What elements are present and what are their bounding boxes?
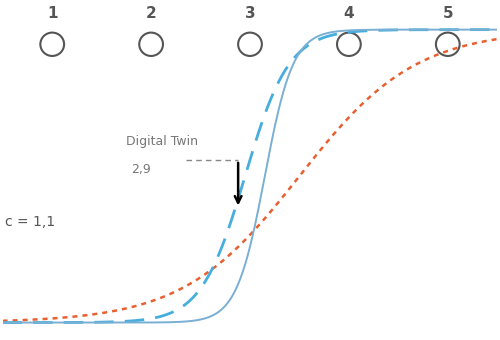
Text: Digital Twin: Digital Twin <box>126 135 198 148</box>
Text: 2: 2 <box>146 6 156 21</box>
Text: 2,9: 2,9 <box>132 163 151 176</box>
Text: 3: 3 <box>244 6 256 21</box>
Text: 5: 5 <box>442 6 453 21</box>
Text: 4: 4 <box>344 6 354 21</box>
Text: 1: 1 <box>47 6 58 21</box>
Text: c = 1,1: c = 1,1 <box>5 215 55 228</box>
